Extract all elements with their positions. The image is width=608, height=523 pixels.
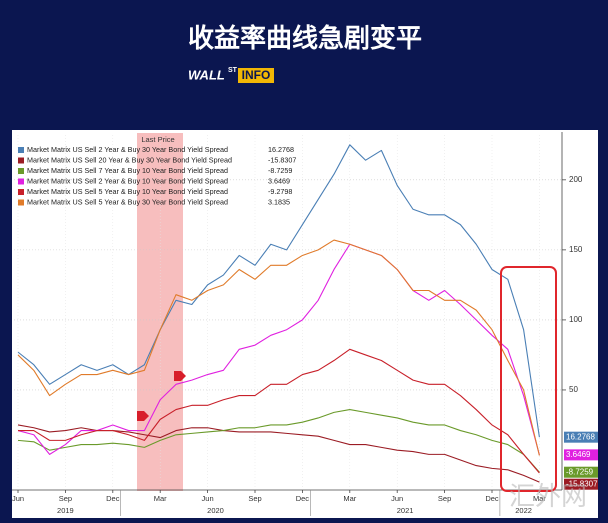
series-line: [17, 243, 540, 456]
legend-label: Market Matrix US Sell 7 Year & Buy 10 Ye…: [27, 166, 228, 175]
x-tick-label: Sep: [59, 494, 72, 503]
y-tick-label: 200: [569, 175, 583, 184]
legend-value: -15.8307: [268, 155, 296, 164]
series-line: [17, 409, 540, 473]
end-label-box: [564, 478, 598, 490]
x-tick-label: Mar: [343, 494, 356, 503]
end-label: -15.8307: [566, 479, 598, 488]
end-label: 3.6469: [566, 450, 591, 459]
series-line: [17, 144, 540, 438]
arrow-marker: [137, 411, 149, 421]
arrow-marker: [174, 371, 186, 381]
x-tick-label: Dec: [106, 494, 120, 503]
legend-value: -8.7259: [268, 166, 292, 175]
page-title: 收益率曲线急剧变平: [188, 23, 422, 53]
logo-sup: ST: [228, 67, 238, 74]
legend-swatch: [18, 178, 24, 185]
series-line: [18, 348, 540, 474]
y-tick-label: 100: [569, 315, 583, 324]
x-tick-label: Dec: [485, 494, 499, 503]
logo-main: WALL: [188, 67, 225, 82]
x-tick-label: Mar: [154, 494, 167, 503]
series-line: [17, 239, 540, 456]
legend-label: Market Matrix US Sell 5 Year & Buy 10 Ye…: [27, 187, 228, 196]
x-tick-label: Dec: [296, 494, 310, 503]
logo-box-text: INFO: [242, 68, 271, 82]
end-label-box: [564, 466, 598, 478]
year-label: 2020: [207, 506, 224, 515]
x-tick-label: Jun: [391, 494, 403, 503]
x-tick-label: Sep: [248, 494, 261, 503]
end-label-box: [564, 431, 598, 443]
legend-label: Market Matrix US Sell 2 Year & Buy 10 Ye…: [27, 176, 228, 185]
legend-swatch: [18, 189, 24, 195]
x-tick-label: Jun: [202, 494, 214, 503]
y-tick-label: 50: [569, 385, 578, 394]
legend-swatch: [18, 168, 24, 174]
logo-box: [238, 68, 274, 83]
legend-label: Market Matrix US Sell 5 Year & Buy 30 Ye…: [27, 197, 228, 206]
end-label: 16.2768: [566, 432, 595, 441]
x-tick-label: Sep: [438, 494, 451, 503]
legend-value: 16.2768: [268, 145, 294, 154]
watermark: 汇外网: [509, 481, 587, 511]
legend-value: 3.1835: [268, 197, 290, 206]
y-tick-label: 150: [569, 245, 583, 254]
legend-swatch: [18, 157, 24, 164]
year-label: 2021: [397, 506, 414, 515]
legend-label: Market Matrix US Sell 20 Year & Buy 30 Y…: [27, 155, 232, 164]
year-label: 2019: [57, 506, 74, 515]
end-label: -8.7259: [566, 467, 594, 476]
legend-title: Last Price: [141, 135, 174, 144]
legend-swatch: [18, 199, 24, 206]
legend-swatch: [18, 147, 24, 153]
year-label: 2022: [515, 506, 532, 515]
plot: 50 100 150 200 Jun Sep Dec Mar Jun Sep Dec Mar Jun Se…: [12, 132, 598, 516]
callout-box: [500, 266, 557, 492]
legend-value: -9.2798: [268, 187, 292, 196]
x-tick-label: Jun: [12, 494, 24, 503]
legend-label: Market Matrix US Sell 2 Year & Buy 30 Ye…: [27, 145, 228, 154]
x-tick-label: Mar: [533, 494, 546, 503]
end-label-box: [564, 449, 598, 461]
legend-value: 3.6469: [268, 176, 290, 185]
